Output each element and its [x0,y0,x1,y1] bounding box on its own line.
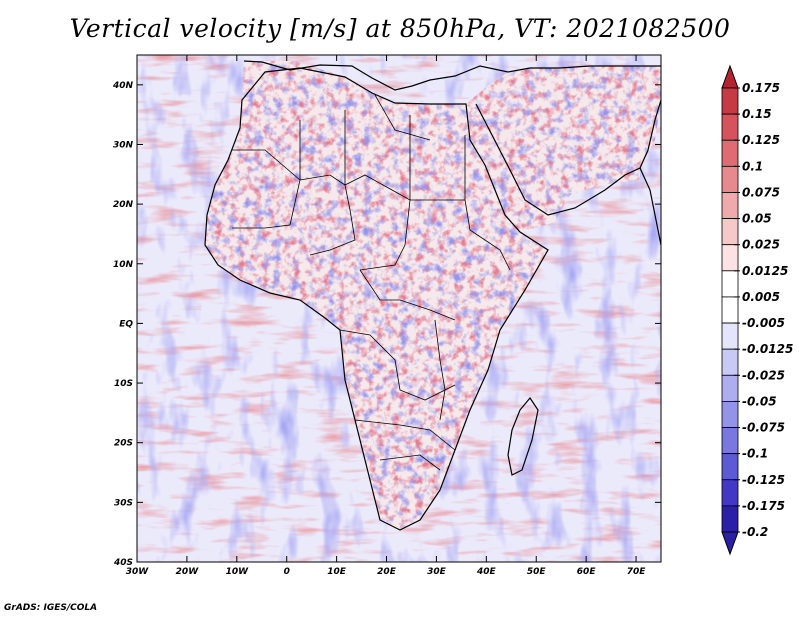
colorbar-label: 0.075 [742,185,780,199]
lon-label: 70E [627,567,647,577]
lat-label: 10S [114,379,133,389]
colorbar-label: -0.0125 [742,342,793,356]
lon-label: 60E [577,567,597,577]
lat-label: EQ [119,319,133,329]
map-frame [136,54,662,563]
colorbar-label: -0.1 [742,447,768,461]
colorbar-label: -0.05 [742,394,777,408]
lon-label: 20E [377,567,397,577]
madagascar-coastline [507,396,539,476]
colorbar-label: 0.05 [742,212,772,226]
latitude-axis: 40N 30N 20N 10N EQ 10S 20S 30S 40S [112,81,661,568]
lon-label: 50E [527,567,547,577]
colorbar-segment [721,348,739,376]
lat-label: 20S [114,439,133,449]
colorbar-segment [721,165,739,193]
lat-label: 20N [113,200,134,210]
colorbar-segment [721,401,739,428]
europe-coastline [243,60,661,91]
lat-label: 10N [113,260,134,270]
colorbar-label: -0.075 [742,421,785,435]
colorbar-label: -0.125 [742,473,785,487]
colorbar-label: -0.2 [742,525,768,539]
colorbar-segment [721,87,739,115]
colorbar-label: -0.005 [742,316,785,330]
lon-label: 40E [476,567,497,577]
lon-label: 20W [176,567,200,577]
colorbar-segment [721,244,739,272]
colorbar-segment [721,374,739,402]
colorbar-top-arrow [721,64,739,89]
lon-label: 30E [427,567,447,577]
colorbar-segment [721,479,739,507]
colorbar-segment [721,427,739,455]
colorbar-segment [721,192,739,219]
colorbar-segment [721,453,739,481]
colorbar-segment [721,505,739,533]
lon-label: 30W [126,567,150,577]
colorbar-label: 0.025 [742,238,780,252]
colorbar-label: 0.0125 [742,264,788,278]
colorbar-segment [721,218,739,246]
lat-label: 30S [114,498,133,508]
colorbar-segment [721,322,739,350]
colorbar: 0.175 0.15 0.125 0.1 0.075 0.05 0.025 0.0125 0.0… [721,64,793,556]
colorbar-bottom-arrow [721,531,739,556]
lat-label: 30N [113,140,134,150]
india-coastline [639,167,661,246]
longitude-axis: 30W 20W 10W 0 10E 20E 30E 40E 50E 60E 70E [126,55,646,577]
lon-label: 0 [284,567,290,577]
colorbar-label: 0.125 [742,133,780,147]
colorbar-label: 0.1 [742,159,763,173]
lon-label: 10W [226,567,250,577]
colorbar-label: -0.025 [742,368,785,382]
colorbar-segment [721,139,739,167]
coastlines [204,60,661,531]
arabia-coastline [475,99,661,216]
colorbar-label: 0.15 [742,107,772,121]
africa-coastline [204,67,549,531]
chart-title: Vertical velocity [m/s] at 850hPa, VT: 2… [69,14,731,43]
colorbar-label: -0.175 [742,499,785,513]
colorbar-segment [721,296,739,324]
colorbar-label: 0.005 [742,290,780,304]
lat-label: 40S [113,558,133,568]
colorbar-segment [721,270,739,298]
credit-label: GrADS: IGES/COLA [4,603,98,613]
lat-label: 40N [112,81,134,91]
colorbar-segment [721,113,739,141]
country-borders [232,94,511,471]
lon-label: 10E [327,567,347,577]
colorbar-label: 0.175 [742,81,780,95]
